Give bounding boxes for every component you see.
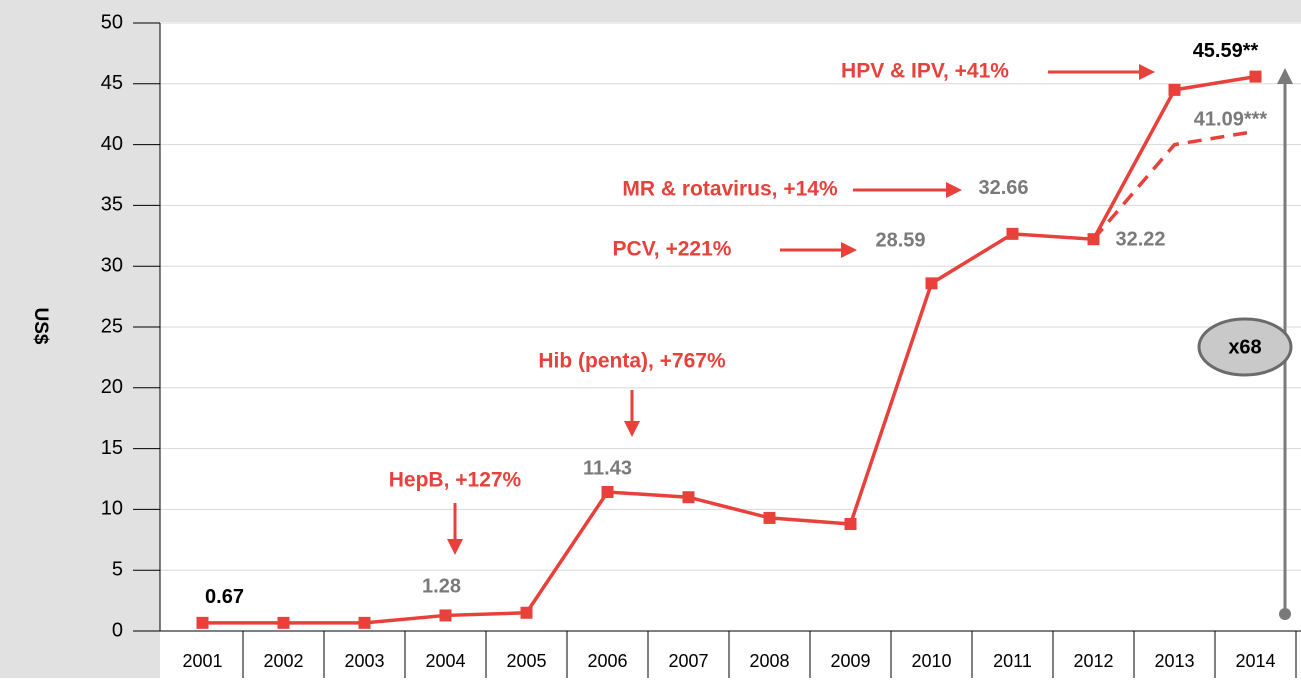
arrow-head [841, 242, 857, 258]
x-tick-label: 2006 [587, 651, 627, 671]
value-label: 32.22 [1115, 228, 1165, 250]
x-tick-label: 2002 [263, 651, 303, 671]
x-tick-label: 2009 [830, 651, 870, 671]
y-tick-label: 5 [112, 558, 123, 580]
point [520, 606, 533, 619]
annotation: Hib (penta), +767% [538, 350, 726, 373]
value-label: 32.66 [978, 177, 1028, 199]
y-tick-label: 45 [101, 72, 123, 94]
marks [196, 70, 1262, 629]
arrow-head [624, 421, 640, 437]
point [682, 491, 695, 504]
x-tick-label: 2013 [1154, 651, 1194, 671]
annotation: HepB, +127% [389, 469, 522, 492]
x-tick-label: 2011 [993, 651, 1032, 671]
series-line [202, 74, 1256, 625]
y-tick-label: 40 [101, 133, 123, 155]
y-tick-label: 30 [101, 254, 123, 276]
x-tick-label: 2010 [911, 651, 951, 671]
arrow-head [946, 182, 962, 198]
grid [133, 22, 1301, 678]
arrow-base-dot [1279, 608, 1291, 620]
point [601, 486, 614, 499]
arrow-head [447, 539, 463, 555]
y-tick-label: 0 [112, 619, 123, 641]
x-tick-label: 2008 [749, 651, 789, 671]
annotation: MR & rotavirus, +14% [622, 178, 838, 201]
y-tick-label: 25 [101, 315, 123, 337]
ratio-badge [1197, 317, 1293, 377]
point [277, 616, 290, 629]
point [1006, 227, 1019, 240]
value-label: 1.28 [422, 576, 461, 598]
x-tick-label: 2012 [1073, 651, 1113, 671]
y-tick-label: 35 [101, 194, 123, 216]
x-tick-label: 2004 [425, 651, 465, 671]
point [358, 616, 371, 629]
value-label: 45.59** [1193, 40, 1259, 62]
y-tick-label: 15 [101, 437, 123, 459]
point [763, 511, 776, 524]
x-tick-label: 2003 [344, 651, 384, 671]
ratio-label: x68 [1228, 336, 1261, 358]
arrow-head [1277, 68, 1293, 84]
annotation: PCV, +221% [613, 238, 732, 261]
x-tick-label: 2005 [506, 651, 546, 671]
y-tick-label: 20 [101, 376, 123, 398]
x-tick-label: 2007 [668, 651, 708, 671]
arrow-head [1139, 64, 1155, 80]
value-label: 11.43 [583, 457, 632, 479]
point [439, 609, 452, 622]
x-tick-label: 2014 [1235, 651, 1275, 671]
value-label: 28.59 [875, 230, 925, 252]
point [925, 277, 938, 290]
point [844, 517, 857, 530]
value-label: 0.67 [205, 586, 244, 608]
value-label: 41.09*** [1194, 109, 1268, 131]
series-line [1092, 129, 1256, 241]
point [196, 616, 209, 629]
y-tick-label: 10 [101, 498, 123, 520]
y-axis-label: US$ [30, 308, 51, 345]
point [1168, 83, 1181, 96]
point [1249, 70, 1262, 83]
plot-area [160, 22, 1301, 678]
annotation: HPV & IPV, +41% [841, 60, 1009, 83]
x-tick-label: 2001 [182, 651, 222, 671]
y-tick-label: 50 [101, 11, 123, 33]
